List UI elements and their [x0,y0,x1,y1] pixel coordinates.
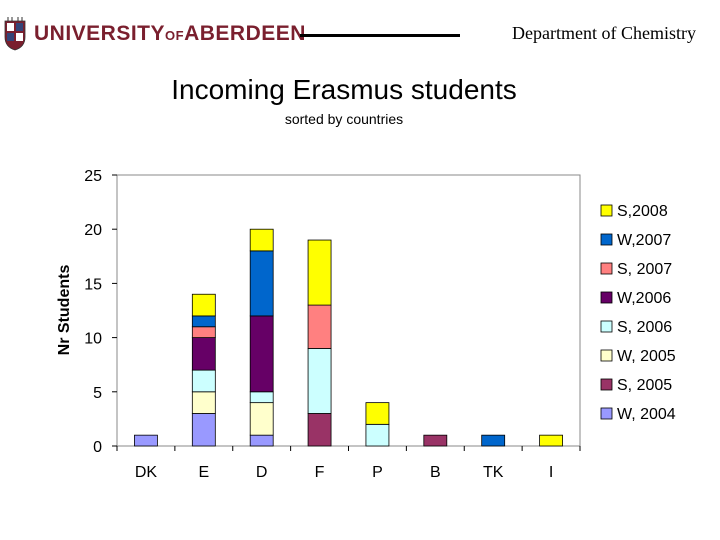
plot-area [116,174,581,447]
bar-segment [365,402,390,425]
bar-segment [481,434,506,447]
legend-swatch [600,204,613,217]
legend-label: W,2007 [617,232,671,249]
legend-label: W, 2004 [617,406,676,423]
y-tick-label: 5 [93,385,102,402]
bar-segment [191,293,216,317]
legend-swatch [600,233,613,246]
bar-segment [191,326,216,339]
y-axis-label: Nr Students [56,265,73,356]
legend-swatch [600,407,613,420]
university-name: UNIVERSITYOFABERDEEN [34,22,306,46]
y-tick-label: 15 [84,276,102,293]
bar-segment [249,434,274,447]
x-tick-label: F [315,464,325,481]
legend-swatch [600,378,613,391]
bar-segment [249,315,274,393]
university-name-of: OF [165,28,185,43]
bar-segment [134,434,158,447]
legend-label: S, 2006 [617,319,672,336]
x-tick-label: B [430,464,441,481]
university-logo: UNIVERSITYOFABERDEEN [4,16,306,52]
bar-segment [249,402,274,436]
legend-swatch [600,291,613,304]
legend-label: S, 2005 [617,377,672,394]
department-name: Department of Chemistry [512,23,696,43]
bar-segment [191,315,216,328]
bar-segment [539,434,563,447]
legend-swatch [600,262,613,275]
chart-title: Incoming Erasmus students [171,74,517,105]
university-name-main: UNIVERSITY [34,22,166,45]
bar-segment [191,413,216,447]
legend-swatch [600,349,613,362]
bar-segment [191,369,216,393]
legend-label: W,2006 [617,290,671,307]
bar-segment [307,348,332,414]
y-tick-label: 0 [93,439,102,456]
y-tick-label: 10 [84,331,102,348]
bar-segment [249,391,274,404]
legend-label: S, 2007 [617,261,672,278]
bar-segment [307,304,332,349]
y-tick-label: 25 [84,168,102,185]
legend-label: S,2008 [617,203,668,220]
x-tick-label: D [256,464,268,481]
x-tick-label: TK [483,464,504,481]
bar-segment [191,337,216,371]
chart-subtitle: sorted by countries [284,111,404,127]
bar-segment [191,391,216,414]
bar-segment [249,228,274,252]
x-tick-label: P [372,464,383,481]
legend-swatch [600,320,613,333]
legend-label: W, 2005 [617,348,676,365]
header-rule [300,34,460,37]
bar-segment [423,434,448,447]
bar-segment [307,239,332,306]
x-tick-label: I [549,464,553,481]
bar-segment [249,250,274,317]
y-tick-label: 20 [84,222,102,239]
x-tick-label: E [198,464,209,481]
x-tick-label: DK [135,464,158,481]
bar-segment [365,423,390,447]
bar-segment [307,413,332,447]
crest-icon [4,17,26,51]
university-name-city: ABERDEEN [184,22,306,45]
